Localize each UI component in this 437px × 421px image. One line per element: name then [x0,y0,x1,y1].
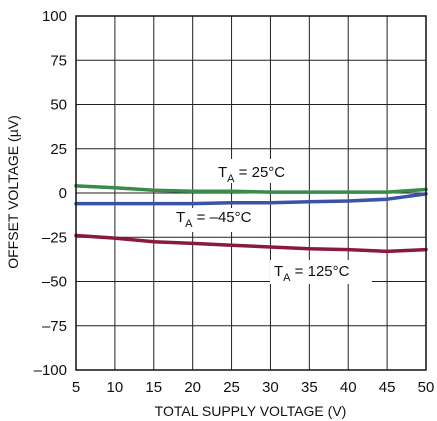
x-tick-label: 35 [301,379,318,396]
x-tick-label: 10 [107,379,124,396]
svg-text:TA = 125°C: TA = 125°C [274,263,350,284]
y-tick-label: –50 [42,274,67,291]
x-tick-label: 45 [379,379,396,396]
y-tick-label: –25 [42,229,67,246]
svg-text:TA = 25°C: TA = 25°C [218,164,285,185]
x-tick-label: 40 [340,379,357,396]
svg-text:TA = –45°C: TA = –45°C [176,209,252,230]
series-lines [74,184,428,254]
x-tick-label: 30 [262,379,279,396]
annotation-ta-minus45: TA = –45°C [172,208,262,232]
y-tick-label: 25 [50,141,67,158]
y-axis-label: OFFSET VOLTAGE (µV) [5,115,21,269]
y-tick-label: –75 [42,318,67,335]
y-tick-label: 100 [42,8,67,25]
plot-frame [75,15,427,371]
series-line-2 [74,233,428,254]
x-tick-labels: 5 10 15 20 25 30 35 40 45 50 [72,379,435,396]
y-tick-label: 50 [50,97,67,114]
series-line-0 [74,184,428,194]
plot-border [75,15,427,371]
annotation-ta-25: TA = 25°C [214,159,298,185]
y-tick-label: 0 [59,185,67,202]
y-tick-label: 75 [50,52,67,69]
x-tick-label: 25 [223,379,240,396]
x-tick-label: 20 [184,379,201,396]
y-tick-labels: 100 75 50 25 0 –25 –50 –75 –100 [34,8,67,379]
annotation-ta-125: TA = 125°C [270,260,372,284]
x-axis-label: TOTAL SUPPLY VOLTAGE (V) [155,403,347,419]
x-tick-label: 50 [418,379,435,396]
series-line-1 [74,192,428,206]
x-tick-label: 15 [145,379,162,396]
y-tick-label: –100 [34,362,67,379]
x-tick-label: 5 [72,379,80,396]
